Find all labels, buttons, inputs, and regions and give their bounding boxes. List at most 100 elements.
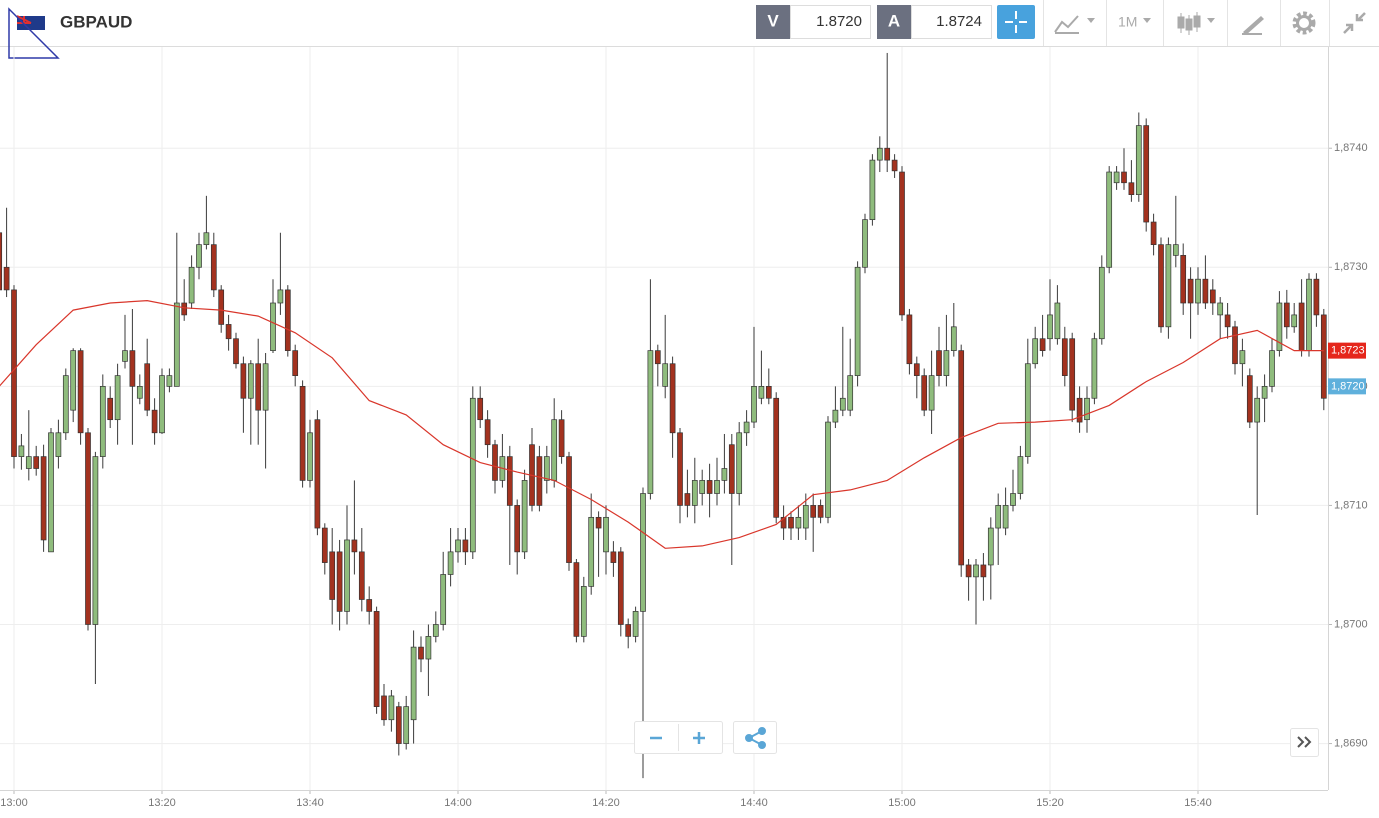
candle-body xyxy=(11,289,17,457)
x-tick-label: 15:00 xyxy=(888,797,916,809)
ask-box xyxy=(911,5,992,39)
candle-body xyxy=(965,564,972,578)
candle-body xyxy=(329,551,336,600)
candle-body xyxy=(144,363,151,411)
candle-body xyxy=(129,350,136,387)
candle-body xyxy=(1291,314,1298,328)
price-tag xyxy=(1328,378,1366,395)
candle-body xyxy=(151,409,158,434)
scroll-end-button[interactable] xyxy=(1290,728,1319,757)
candle-body xyxy=(588,516,595,587)
bid-price: 1.8720 xyxy=(816,13,862,30)
candle-body xyxy=(218,289,225,325)
candle-body xyxy=(832,409,839,423)
candle-body xyxy=(913,363,920,376)
share-button[interactable] xyxy=(733,721,777,754)
crosshair-button[interactable] xyxy=(997,5,1035,39)
candle-body xyxy=(802,505,809,529)
candle-body xyxy=(662,363,669,387)
candle-body xyxy=(714,480,720,494)
candle-body xyxy=(440,574,447,625)
candle-body xyxy=(344,539,350,612)
candle-body xyxy=(625,624,632,637)
candle-body xyxy=(25,456,32,469)
candle-body xyxy=(780,516,787,529)
candle-body xyxy=(492,444,498,481)
candle-body xyxy=(1039,338,1046,351)
candle-body xyxy=(980,564,987,578)
candle-body xyxy=(536,456,543,506)
candle-body xyxy=(765,386,772,399)
candle-body xyxy=(321,527,328,563)
candle-body xyxy=(691,480,698,506)
candle-body xyxy=(455,539,461,553)
candle-body xyxy=(1187,278,1194,304)
ask-label: A xyxy=(888,11,900,30)
plot-area: 1,8690 1,8700 1,8710 1,8720 1,8730 1,8740 13:0… xyxy=(0,47,1368,809)
candle-body xyxy=(1135,125,1142,195)
candle-body xyxy=(736,432,743,494)
candle-body xyxy=(373,611,380,708)
settings-button[interactable] xyxy=(1292,11,1316,35)
candle-body xyxy=(728,444,735,494)
candle-body xyxy=(48,432,54,553)
candle-body xyxy=(262,363,269,411)
candle-body xyxy=(936,350,942,376)
bid-button[interactable] xyxy=(756,5,790,39)
candle-body xyxy=(521,480,528,553)
candle-body xyxy=(1239,350,1246,365)
candle-body xyxy=(847,375,854,411)
ask-button[interactable] xyxy=(877,5,911,39)
candle-body xyxy=(995,505,1002,529)
candle-body xyxy=(580,586,587,637)
candle-body xyxy=(181,302,188,316)
candle-body xyxy=(255,363,262,411)
candle-body xyxy=(107,397,114,421)
candle-body xyxy=(1306,278,1312,351)
candle-body xyxy=(336,551,343,612)
candle-body xyxy=(1143,125,1150,223)
collapse-button[interactable] xyxy=(1343,12,1366,34)
candle-body xyxy=(277,289,284,304)
candle-body xyxy=(173,302,180,387)
candle-body xyxy=(210,244,217,291)
candle-body xyxy=(1054,302,1061,340)
candle-body xyxy=(92,456,99,625)
candle-body xyxy=(351,539,358,553)
candle-body xyxy=(270,302,276,351)
y-tick-label: 1,8730 xyxy=(1334,261,1368,273)
candle-body xyxy=(973,564,979,578)
candle-body xyxy=(403,706,410,744)
candle-body xyxy=(817,505,824,518)
candle-body xyxy=(122,350,128,362)
drawing-button[interactable] xyxy=(1242,16,1264,35)
candle-body xyxy=(136,386,143,399)
candle-body xyxy=(225,324,232,340)
candle-body xyxy=(788,516,794,529)
zoom-in[interactable] xyxy=(693,732,705,744)
candle-body xyxy=(1128,182,1135,195)
candle-body xyxy=(876,147,883,161)
candle-body xyxy=(432,624,439,637)
candle-body xyxy=(18,445,25,457)
x-tick-label: 14:20 xyxy=(592,797,620,809)
candle-body xyxy=(1217,302,1224,316)
candle-body xyxy=(1246,375,1253,423)
candle-body xyxy=(654,350,661,365)
candle-body xyxy=(795,516,802,529)
candle-body xyxy=(640,493,646,612)
candle-body xyxy=(743,421,750,434)
candle-body xyxy=(950,326,957,351)
candle-body xyxy=(1283,302,1290,328)
candle-body xyxy=(166,375,173,387)
indicator-button[interactable] xyxy=(1054,15,1095,34)
timeframe[interactable]: 1M xyxy=(1118,14,1137,30)
chart-type-button[interactable] xyxy=(1177,12,1215,35)
candle-body xyxy=(1113,171,1120,184)
candle-body xyxy=(1209,289,1216,304)
candle-body xyxy=(514,505,521,553)
candle-body xyxy=(114,375,121,421)
moving-average xyxy=(0,299,1324,549)
price-tag-label: 1,8723 xyxy=(1331,345,1365,357)
